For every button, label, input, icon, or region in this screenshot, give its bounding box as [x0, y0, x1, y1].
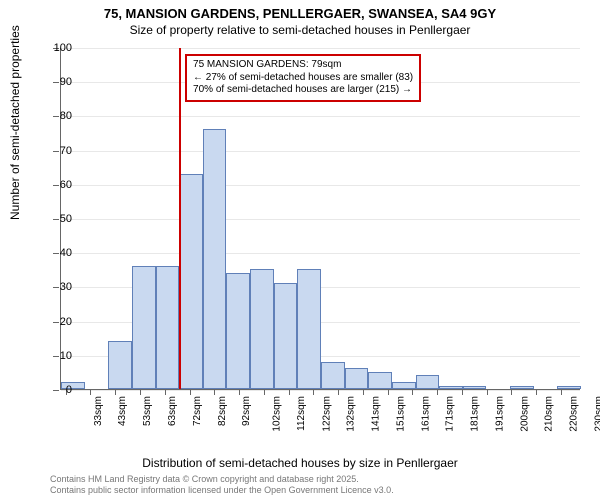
- x-tick-label: 122sqm: [321, 396, 332, 432]
- x-tick: [437, 389, 438, 395]
- y-tick-label: 80: [42, 110, 72, 122]
- x-tick: [190, 389, 191, 395]
- footer-line1: Contains HM Land Registry data © Crown c…: [50, 474, 394, 485]
- x-tick-label: 72sqm: [192, 396, 203, 426]
- x-tick: [214, 389, 215, 395]
- x-tick-label: 112sqm: [296, 396, 307, 431]
- histogram-bar: [439, 386, 463, 389]
- x-tick: [338, 389, 339, 395]
- x-tick-label: 171sqm: [445, 396, 456, 432]
- x-tick-label: 141sqm: [371, 396, 382, 432]
- chart-container: 75, MANSION GARDENS, PENLLERGAER, SWANSE…: [0, 0, 600, 500]
- chart-subtitle: Size of property relative to semi-detach…: [0, 23, 600, 41]
- x-tick: [462, 389, 463, 395]
- annotation-line2: ← 27% of semi-detached houses are smalle…: [193, 72, 413, 85]
- x-tick-label: 102sqm: [272, 396, 283, 432]
- x-tick-label: 191sqm: [494, 396, 505, 432]
- gridline-h: [61, 219, 580, 220]
- annotation-line1: 75 MANSION GARDENS: 79sqm: [193, 59, 413, 72]
- y-tick-label: 90: [42, 76, 72, 88]
- y-tick-label: 70: [42, 145, 72, 157]
- footer: Contains HM Land Registry data © Crown c…: [50, 474, 394, 497]
- histogram-bar: [108, 341, 132, 389]
- x-tick-label: 33sqm: [93, 396, 104, 426]
- y-tick-label: 0: [42, 384, 72, 396]
- annotation-line3: 70% of semi-detached houses are larger (…: [193, 84, 413, 97]
- x-tick-label: 161sqm: [420, 396, 431, 432]
- histogram-bar: [179, 174, 203, 389]
- y-axis-title: Number of semi-detached properties: [8, 25, 22, 220]
- x-tick: [115, 389, 116, 395]
- x-tick-label: 220sqm: [569, 396, 580, 432]
- x-tick: [90, 389, 91, 395]
- footer-line2: Contains public sector information licen…: [50, 485, 394, 496]
- chart-title: 75, MANSION GARDENS, PENLLERGAER, SWANSE…: [0, 0, 600, 23]
- x-tick-label: 181sqm: [470, 396, 481, 432]
- gridline-h: [61, 253, 580, 254]
- x-tick: [363, 389, 364, 395]
- x-tick: [536, 389, 537, 395]
- x-tick: [264, 389, 265, 395]
- x-tick-label: 151sqm: [395, 396, 406, 432]
- y-tick-label: 100: [42, 42, 72, 54]
- x-tick: [388, 389, 389, 395]
- gridline-h: [61, 390, 580, 391]
- histogram-bar: [392, 382, 416, 389]
- y-tick-label: 60: [42, 179, 72, 191]
- histogram-bar: [274, 283, 298, 389]
- x-axis-title: Distribution of semi-detached houses by …: [0, 456, 600, 470]
- y-tick-label: 40: [42, 247, 72, 259]
- x-tick-label: 230sqm: [594, 396, 600, 432]
- x-tick-label: 53sqm: [142, 396, 153, 426]
- x-tick-label: 82sqm: [217, 396, 228, 426]
- x-tick-label: 200sqm: [519, 396, 530, 432]
- x-tick: [511, 389, 512, 395]
- histogram-bar: [132, 266, 156, 389]
- x-tick: [561, 389, 562, 395]
- histogram-bar: [510, 386, 534, 389]
- x-tick: [165, 389, 166, 395]
- y-tick-label: 10: [42, 350, 72, 362]
- annotation-box: 75 MANSION GARDENS: 79sqm ← 27% of semi-…: [185, 54, 421, 102]
- histogram-bar: [368, 372, 392, 389]
- x-tick-label: 92sqm: [241, 396, 252, 426]
- gridline-h: [61, 151, 580, 152]
- x-tick: [239, 389, 240, 395]
- histogram-bar: [463, 386, 487, 389]
- histogram-bar: [250, 269, 274, 389]
- x-tick: [412, 389, 413, 395]
- x-tick: [140, 389, 141, 395]
- histogram-bar: [321, 362, 345, 389]
- plot-area: 75 MANSION GARDENS: 79sqm ← 27% of semi-…: [60, 48, 580, 390]
- x-tick: [487, 389, 488, 395]
- gridline-h: [61, 116, 580, 117]
- histogram-bar: [345, 368, 369, 389]
- histogram-bar: [203, 129, 227, 389]
- histogram-bar: [156, 266, 180, 389]
- marker-line: [179, 48, 181, 389]
- histogram-bar: [226, 273, 250, 389]
- x-tick-label: 63sqm: [167, 396, 178, 426]
- x-tick-label: 43sqm: [118, 396, 129, 426]
- y-tick-label: 30: [42, 281, 72, 293]
- histogram-bar: [297, 269, 321, 389]
- gridline-h: [61, 48, 580, 49]
- x-tick: [289, 389, 290, 395]
- x-tick-label: 132sqm: [346, 396, 357, 432]
- y-tick-label: 50: [42, 213, 72, 225]
- x-tick-label: 210sqm: [544, 396, 555, 432]
- x-tick: [313, 389, 314, 395]
- gridline-h: [61, 185, 580, 186]
- y-tick-label: 20: [42, 316, 72, 328]
- histogram-bar: [416, 375, 440, 389]
